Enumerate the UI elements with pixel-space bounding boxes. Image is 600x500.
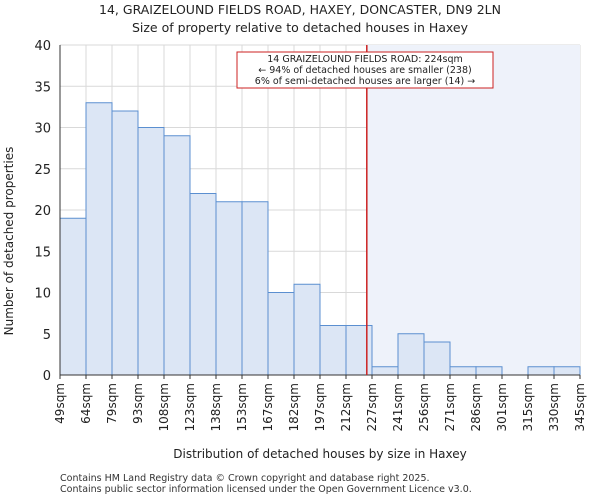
x-tick-label: 301sqm (495, 383, 509, 431)
x-tick-label: 271sqm (443, 383, 457, 431)
histogram-bar (449, 366, 477, 376)
histogram-bar (215, 201, 243, 376)
histogram-bar (163, 135, 191, 376)
annotation-line3: 6% of semi-detached houses are larger (1… (255, 76, 475, 87)
x-tick-label: 227sqm (365, 383, 379, 431)
histogram-bar (397, 333, 425, 376)
x-tick-label: 108sqm (157, 383, 171, 431)
chart-title-line1: 14, GRAIZELOUND FIELDS ROAD, HAXEY, DONC… (99, 2, 501, 17)
histogram-chart: 0 5 10 15 20 25 30 35 40 49sqm 64sqm 79sqm 93sqm 108… (2, 39, 587, 461)
annotation-box (236, 51, 494, 89)
x-tick-label: 212sqm (339, 383, 353, 431)
y-axis-label: Number of detached properties (2, 147, 16, 336)
histogram-bar (527, 366, 555, 376)
y-tick-label: 20 (34, 204, 51, 219)
histogram-bar (137, 127, 165, 376)
y-tick-label: 25 (34, 163, 51, 178)
y-tick-label: 0 (43, 369, 51, 384)
x-tick-label: 79sqm (105, 383, 119, 424)
x-tick-label: 330sqm (547, 383, 561, 431)
histogram-bar (111, 110, 139, 376)
histogram-bar (345, 325, 373, 376)
histogram-bar (59, 217, 87, 376)
y-tick-label: 35 (34, 80, 51, 95)
histogram-bar (319, 325, 347, 376)
y-tick-label: 10 (34, 287, 51, 302)
x-tick-label: 197sqm (313, 383, 327, 431)
x-tick-label: 241sqm (391, 383, 405, 431)
histogram-bar (85, 102, 113, 376)
y-tick-label: 30 (34, 122, 51, 137)
x-tick-label: 167sqm (261, 383, 275, 431)
x-tick-label: 256sqm (417, 383, 431, 431)
x-axis-label: Distribution of detached houses by size … (173, 447, 467, 461)
footer-line1: Contains HM Land Registry data © Crown c… (60, 473, 430, 484)
histogram-bar (189, 193, 217, 376)
histogram-bar (423, 341, 451, 376)
x-tick-label: 345sqm (573, 383, 587, 431)
x-tick-label: 315sqm (521, 383, 535, 431)
footer-line2: Contains public sector information licen… (60, 484, 472, 495)
y-tick-label: 15 (34, 245, 51, 260)
annotation-line2: ← 94% of detached houses are smaller (23… (258, 65, 471, 76)
y-tick-label: 5 (43, 328, 51, 343)
x-tick-label: 93sqm (131, 383, 145, 424)
x-tick-label: 286sqm (469, 383, 483, 431)
histogram-bar (267, 292, 295, 376)
histogram-bar (371, 366, 399, 376)
annotation-line1: 14 GRAIZELOUND FIELDS ROAD: 224sqm (267, 54, 463, 65)
x-tick-label: 64sqm (79, 383, 93, 424)
highlight-region (366, 45, 580, 375)
chart-title-line2: Size of property relative to detached ho… (131, 20, 469, 35)
x-tick-label: 123sqm (183, 383, 197, 431)
histogram-bar (553, 366, 581, 376)
x-tick-label: 153sqm (235, 383, 249, 431)
histogram-bar (293, 283, 321, 376)
y-tick-label: 40 (34, 39, 51, 54)
x-tick-label: 182sqm (287, 383, 301, 431)
x-tick-label: 138sqm (209, 383, 223, 431)
histogram-bar (241, 201, 269, 376)
x-tick-label: 49sqm (53, 383, 67, 424)
histogram-bar (475, 366, 503, 376)
